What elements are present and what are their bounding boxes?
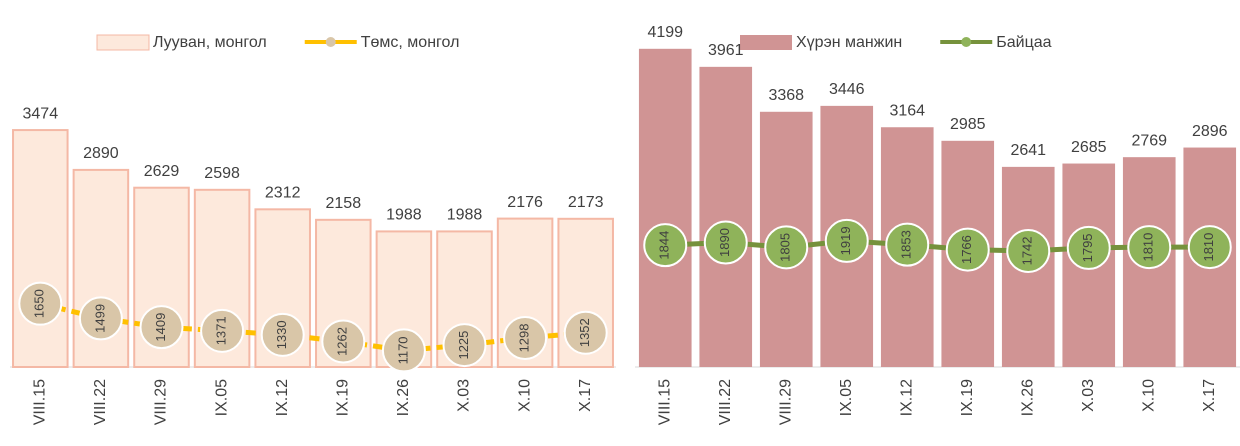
marker-label: 1810 xyxy=(1201,233,1216,262)
marker-label: 1742 xyxy=(1020,236,1035,265)
x-tick-label: VIII.29 xyxy=(777,379,794,425)
legend-label: Лууван, монгол xyxy=(153,34,267,51)
marker-label: 1225 xyxy=(456,331,471,360)
x-tick-label: X.03 xyxy=(1080,379,1097,412)
data-label: 2685 xyxy=(1071,139,1107,156)
data-label: 3164 xyxy=(889,102,925,119)
marker-label: 1805 xyxy=(778,233,793,262)
legend-label: Байцаа xyxy=(996,34,1051,51)
data-label: 1988 xyxy=(447,207,483,224)
marker-label: 1499 xyxy=(92,304,107,333)
data-label: 3961 xyxy=(708,42,744,59)
x-tick-label: VIII.22 xyxy=(717,379,734,425)
marker-label: 1352 xyxy=(577,318,592,347)
legend-marker xyxy=(961,37,971,47)
charts: VIII.15 VIII.22 VIII.29 IX.05 IX.12 IX.19 IX.2… xyxy=(0,0,1240,441)
marker-label: 1330 xyxy=(274,320,289,349)
marker-label: 1853 xyxy=(899,230,914,259)
x-tick-label: X.10 xyxy=(1140,379,1157,412)
x-tick-label: IX.19 xyxy=(335,379,352,416)
legend-swatch xyxy=(740,35,792,50)
x-tick-label: X.17 xyxy=(1201,379,1218,412)
bar xyxy=(699,67,752,367)
marker-label: 1650 xyxy=(32,289,47,318)
data-label: 3474 xyxy=(23,105,59,122)
data-label: 2641 xyxy=(1010,142,1046,159)
data-label: 4199 xyxy=(647,24,683,41)
data-label: 2598 xyxy=(204,165,240,182)
x-tick-label: VIII.15 xyxy=(32,379,49,425)
x-tick-label: X.03 xyxy=(456,379,473,412)
marker-label: 1766 xyxy=(959,235,974,264)
marker-label: 1890 xyxy=(717,228,732,257)
data-label: 3446 xyxy=(829,81,865,98)
marker-label: 1810 xyxy=(1141,233,1156,262)
x-tick-label: IX.12 xyxy=(898,379,915,416)
marker-label: 1409 xyxy=(153,313,168,342)
marker-label: 1170 xyxy=(395,336,410,364)
bar xyxy=(13,130,68,367)
data-label: 2629 xyxy=(144,163,180,180)
marker-label: 1298 xyxy=(517,324,532,353)
x-tick-label: X.10 xyxy=(516,379,533,412)
x-tick-label: IX.12 xyxy=(274,379,291,416)
legend-label: Хүрэн манжин xyxy=(796,34,902,51)
x-tick-label: VIII.15 xyxy=(656,379,673,425)
data-label: 2173 xyxy=(568,194,604,211)
x-tick-label: VIII.22 xyxy=(92,379,109,425)
data-label: 1988 xyxy=(386,207,422,224)
data-label: 2176 xyxy=(507,194,543,211)
x-tick-label: X.17 xyxy=(577,379,594,412)
bar xyxy=(639,49,692,367)
data-label: 2158 xyxy=(326,195,362,212)
x-tick-label: IX.05 xyxy=(838,379,855,416)
legend-label: Төмс, монгол xyxy=(361,34,460,51)
data-label: 2890 xyxy=(83,145,119,162)
marker-label: 1795 xyxy=(1080,233,1095,262)
x-tick-label: IX.26 xyxy=(1019,379,1036,416)
x-tick-label: IX.26 xyxy=(395,379,412,416)
data-label: 2312 xyxy=(265,185,301,202)
marker-label: 1262 xyxy=(335,327,350,356)
x-tick-label: VIII.29 xyxy=(153,379,170,425)
legend-marker xyxy=(326,37,336,47)
data-label: 2985 xyxy=(950,116,986,133)
marker-label: 1919 xyxy=(838,226,853,255)
marker-label: 1844 xyxy=(657,231,672,260)
x-tick-label: IX.19 xyxy=(959,379,976,416)
data-label: 2896 xyxy=(1192,123,1228,140)
x-tick-label: IX.05 xyxy=(213,379,230,416)
marker-label: 1371 xyxy=(214,316,229,345)
data-label: 2769 xyxy=(1131,132,1167,149)
data-label: 3368 xyxy=(768,87,804,104)
legend-swatch xyxy=(97,35,149,50)
